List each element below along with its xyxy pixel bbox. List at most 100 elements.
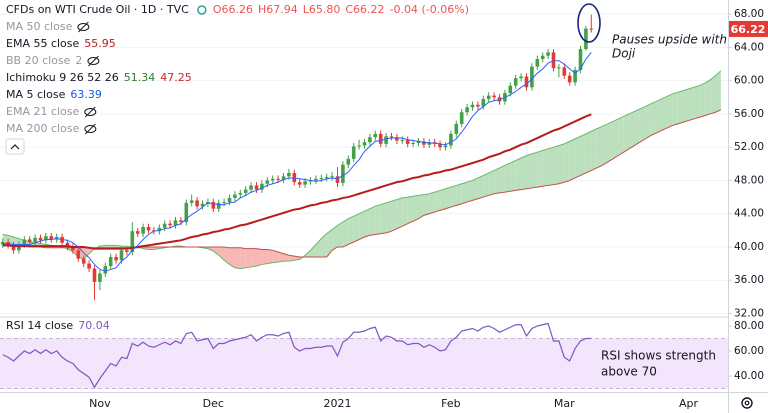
- candle-body: [222, 202, 226, 204]
- rsi-line: [2, 322, 592, 389]
- candle-body: [238, 192, 243, 195]
- candle-body: [87, 263, 91, 269]
- x-tick-label: Mar: [554, 397, 575, 410]
- cloud-segment: [418, 194, 424, 219]
- candle-body: [378, 133, 383, 144]
- candle-body: [276, 178, 280, 180]
- hidden-eye-slash[interactable]: [84, 123, 96, 135]
- cloud-segment: [224, 246, 230, 265]
- legend-entry[interactable]: MA 5 close: [6, 88, 66, 101]
- candle-body: [287, 172, 291, 177]
- legend-value: 2: [75, 54, 82, 67]
- x-tick-label: 2021: [324, 397, 352, 410]
- cloud-segment: [251, 248, 257, 267]
- cloud-segment: [423, 193, 430, 216]
- cloud-segment: [666, 93, 673, 129]
- cloud-segment: [380, 202, 387, 234]
- gear-icon[interactable]: [741, 397, 753, 409]
- cloud-segment: [267, 249, 273, 264]
- candle-body: [92, 268, 97, 282]
- cloud-segment: [434, 190, 441, 213]
- rsi-title: RSI 14 close: [6, 319, 73, 332]
- plot-area: [0, 13, 728, 389]
- cloud-segment: [467, 180, 473, 203]
- cloud-segment: [218, 246, 225, 261]
- candle-body: [368, 137, 372, 143]
- cloud-segment: [537, 150, 543, 188]
- cloud-segment: [472, 177, 478, 201]
- ohlc-value: O66.26: [213, 3, 253, 16]
- candle-body: [400, 139, 405, 141]
- overlay-layer: CFDs on WTI Crude Oil · 1D · TVC O66.26 H6…: [6, 3, 469, 332]
- rsi-value: 70.04: [78, 319, 110, 332]
- cloud-segment: [499, 165, 505, 193]
- candle-body: [65, 242, 70, 247]
- legend-entry[interactable]: EMA 21 close: [6, 105, 80, 118]
- candle-body: [357, 145, 361, 147]
- cloud-segment: [256, 248, 262, 267]
- cloud-segment: [575, 136, 581, 178]
- cloud-segment: [699, 83, 705, 118]
- cloud-segment: [515, 158, 522, 191]
- collapse-box[interactable]: [5, 138, 25, 155]
- settings-button[interactable]: [741, 397, 753, 409]
- candle-body: [119, 250, 124, 261]
- cloud-segment: [440, 188, 446, 211]
- cloud-segment: [585, 131, 592, 173]
- candle-body: [211, 202, 216, 209]
- hidden-eye-slash[interactable]: [88, 55, 99, 67]
- cloud-segment: [683, 88, 689, 123]
- hidden-eye-slash[interactable]: [84, 106, 96, 118]
- legend-value: 55.95: [84, 37, 116, 50]
- y-tick-label: 80.00: [734, 320, 764, 332]
- candle-body: [389, 136, 394, 138]
- y-tick-label: 68.00: [734, 8, 764, 20]
- y-tick-label: 64.00: [734, 41, 764, 53]
- cloud-segment: [105, 245, 111, 248]
- legend-entry[interactable]: BB 20 close: [6, 54, 71, 67]
- hidden-eye-slash[interactable]: [77, 21, 89, 33]
- cloud-segment: [348, 216, 354, 245]
- cloud-segment: [612, 118, 619, 159]
- cloud-segment: [332, 225, 338, 251]
- candle-body: [562, 67, 567, 76]
- hidden-eye-icon[interactable]: [77, 23, 90, 31]
- legend-entry[interactable]: MA 200 close: [6, 122, 80, 135]
- candle-body: [146, 227, 151, 231]
- cloud-segment: [375, 204, 381, 235]
- cloud-segment: [110, 245, 117, 248]
- candle-body: [81, 258, 86, 264]
- cloud-segment: [353, 213, 360, 242]
- candle-body: [341, 164, 345, 183]
- cloud-segment: [369, 206, 376, 236]
- candle-body: [125, 250, 129, 252]
- candle-body: [11, 245, 16, 251]
- hidden-eye-icon[interactable]: [84, 125, 97, 133]
- legend-entry[interactable]: Ichimoku 9 26 52 26: [6, 71, 119, 84]
- candle-body: [314, 178, 318, 181]
- candle-body: [546, 52, 550, 56]
- candle-body: [324, 177, 329, 179]
- collapse-chevron[interactable]: [10, 144, 20, 150]
- collapse-button[interactable]: [5, 138, 25, 155]
- legend-entry[interactable]: EMA 55 close: [6, 37, 80, 50]
- hidden-eye-icon[interactable]: [87, 57, 100, 65]
- gear-center[interactable]: [744, 400, 750, 406]
- legend-entry[interactable]: MA 50 close: [6, 20, 73, 33]
- chart-title: CFDs on WTI Crude Oil · 1D · TVC: [6, 3, 189, 16]
- candle-body: [141, 227, 145, 234]
- candle-body: [270, 178, 275, 181]
- cloud-segment: [240, 247, 246, 269]
- candle-body: [411, 143, 415, 145]
- cloud-segment: [564, 141, 570, 183]
- y-tick-label: 60.00: [734, 75, 764, 87]
- cloud-segment: [288, 255, 295, 262]
- candle-body: [173, 220, 178, 226]
- cloud-segment: [661, 96, 667, 131]
- candle-body: [508, 85, 513, 94]
- candle-body: [297, 182, 302, 185]
- candle-body: [330, 176, 334, 178]
- hidden-eye-icon[interactable]: [84, 108, 97, 116]
- cloud-segment: [413, 195, 419, 222]
